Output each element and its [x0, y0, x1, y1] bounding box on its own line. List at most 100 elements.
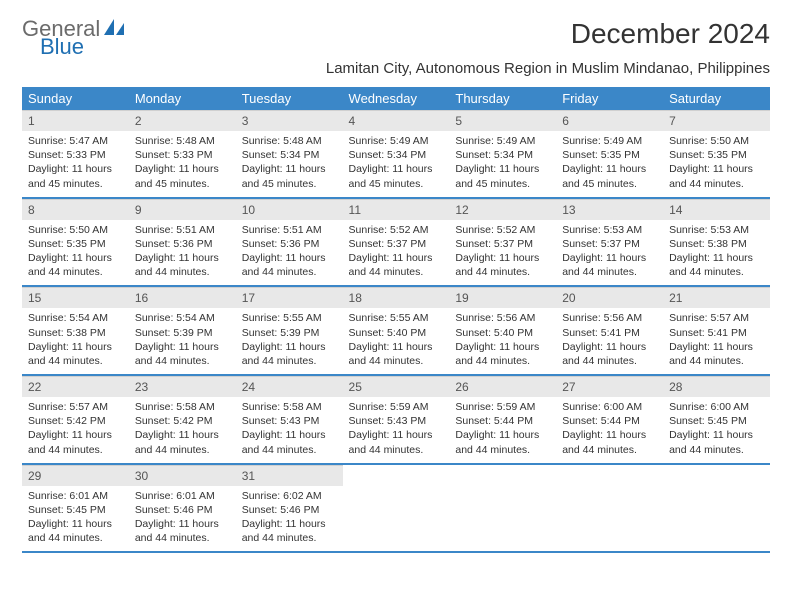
calendar-day-cell: 10Sunrise: 5:51 AMSunset: 5:36 PMDayligh…	[236, 198, 343, 287]
day-data: Sunrise: 5:54 AMSunset: 5:39 PMDaylight:…	[129, 308, 236, 374]
day-data: Sunrise: 5:58 AMSunset: 5:43 PMDaylight:…	[236, 397, 343, 463]
day-number: 25	[343, 376, 450, 397]
calendar-week-row: 15Sunrise: 5:54 AMSunset: 5:38 PMDayligh…	[22, 286, 770, 375]
calendar-day-cell: 25Sunrise: 5:59 AMSunset: 5:43 PMDayligh…	[343, 375, 450, 464]
day-number: 15	[22, 287, 129, 308]
calendar-day-cell: 5Sunrise: 5:49 AMSunset: 5:34 PMDaylight…	[449, 110, 556, 198]
day-data: Sunrise: 5:50 AMSunset: 5:35 PMDaylight:…	[22, 220, 129, 286]
day-number: 22	[22, 376, 129, 397]
calendar-day-cell: 11Sunrise: 5:52 AMSunset: 5:37 PMDayligh…	[343, 198, 450, 287]
calendar-day-cell: 27Sunrise: 6:00 AMSunset: 5:44 PMDayligh…	[556, 375, 663, 464]
calendar-day-cell: 20Sunrise: 5:56 AMSunset: 5:41 PMDayligh…	[556, 286, 663, 375]
calendar-day-cell: 28Sunrise: 6:00 AMSunset: 5:45 PMDayligh…	[663, 375, 770, 464]
weekday-header-row: SundayMondayTuesdayWednesdayThursdayFrid…	[22, 87, 770, 110]
day-number: 28	[663, 376, 770, 397]
day-number: 29	[22, 465, 129, 486]
day-number: 6	[556, 110, 663, 131]
calendar-day-cell: 14Sunrise: 5:53 AMSunset: 5:38 PMDayligh…	[663, 198, 770, 287]
calendar-day-cell: ..	[663, 464, 770, 553]
day-number: 4	[343, 110, 450, 131]
calendar-day-cell: 30Sunrise: 6:01 AMSunset: 5:46 PMDayligh…	[129, 464, 236, 553]
logo-sail-icon	[104, 19, 126, 39]
calendar-week-row: 22Sunrise: 5:57 AMSunset: 5:42 PMDayligh…	[22, 375, 770, 464]
day-number: 26	[449, 376, 556, 397]
day-number: 9	[129, 199, 236, 220]
day-number: 21	[663, 287, 770, 308]
calendar-day-cell: 24Sunrise: 5:58 AMSunset: 5:43 PMDayligh…	[236, 375, 343, 464]
calendar-day-cell: 17Sunrise: 5:55 AMSunset: 5:39 PMDayligh…	[236, 286, 343, 375]
weekday-header: Wednesday	[343, 87, 450, 110]
calendar-day-cell: 12Sunrise: 5:52 AMSunset: 5:37 PMDayligh…	[449, 198, 556, 287]
day-data: Sunrise: 5:50 AMSunset: 5:35 PMDaylight:…	[663, 131, 770, 197]
day-data: Sunrise: 5:48 AMSunset: 5:33 PMDaylight:…	[129, 131, 236, 197]
day-data: Sunrise: 5:59 AMSunset: 5:43 PMDaylight:…	[343, 397, 450, 463]
calendar-day-cell: 22Sunrise: 5:57 AMSunset: 5:42 PMDayligh…	[22, 375, 129, 464]
calendar-day-cell: 16Sunrise: 5:54 AMSunset: 5:39 PMDayligh…	[129, 286, 236, 375]
day-data: Sunrise: 5:58 AMSunset: 5:42 PMDaylight:…	[129, 397, 236, 463]
calendar-day-cell: 6Sunrise: 5:49 AMSunset: 5:35 PMDaylight…	[556, 110, 663, 198]
day-number: 13	[556, 199, 663, 220]
day-data: Sunrise: 5:49 AMSunset: 5:34 PMDaylight:…	[343, 131, 450, 197]
calendar-day-cell: 4Sunrise: 5:49 AMSunset: 5:34 PMDaylight…	[343, 110, 450, 198]
day-data: Sunrise: 5:51 AMSunset: 5:36 PMDaylight:…	[236, 220, 343, 286]
weekday-header: Tuesday	[236, 87, 343, 110]
calendar-day-cell: 19Sunrise: 5:56 AMSunset: 5:40 PMDayligh…	[449, 286, 556, 375]
calendar-body: 1Sunrise: 5:47 AMSunset: 5:33 PMDaylight…	[22, 110, 770, 552]
calendar-day-cell: ..	[449, 464, 556, 553]
day-data: Sunrise: 5:49 AMSunset: 5:35 PMDaylight:…	[556, 131, 663, 197]
day-data: Sunrise: 5:48 AMSunset: 5:34 PMDaylight:…	[236, 131, 343, 197]
day-data: Sunrise: 5:52 AMSunset: 5:37 PMDaylight:…	[449, 220, 556, 286]
day-data: Sunrise: 6:00 AMSunset: 5:45 PMDaylight:…	[663, 397, 770, 463]
day-number: 23	[129, 376, 236, 397]
calendar-day-cell: 29Sunrise: 6:01 AMSunset: 5:45 PMDayligh…	[22, 464, 129, 553]
calendar-week-row: 8Sunrise: 5:50 AMSunset: 5:35 PMDaylight…	[22, 198, 770, 287]
weekday-header: Friday	[556, 87, 663, 110]
day-number: 30	[129, 465, 236, 486]
day-number: 1	[22, 110, 129, 131]
weekday-header: Thursday	[449, 87, 556, 110]
day-data: Sunrise: 5:55 AMSunset: 5:40 PMDaylight:…	[343, 308, 450, 374]
calendar-day-cell: 31Sunrise: 6:02 AMSunset: 5:46 PMDayligh…	[236, 464, 343, 553]
calendar-day-cell: 7Sunrise: 5:50 AMSunset: 5:35 PMDaylight…	[663, 110, 770, 198]
day-data: Sunrise: 6:01 AMSunset: 5:45 PMDaylight:…	[22, 486, 129, 552]
day-number: 19	[449, 287, 556, 308]
day-data: Sunrise: 6:00 AMSunset: 5:44 PMDaylight:…	[556, 397, 663, 463]
calendar-day-cell: 23Sunrise: 5:58 AMSunset: 5:42 PMDayligh…	[129, 375, 236, 464]
calendar-day-cell: 2Sunrise: 5:48 AMSunset: 5:33 PMDaylight…	[129, 110, 236, 198]
day-number: 27	[556, 376, 663, 397]
calendar-day-cell: 8Sunrise: 5:50 AMSunset: 5:35 PMDaylight…	[22, 198, 129, 287]
day-number: 3	[236, 110, 343, 131]
logo-text-blue: Blue	[40, 36, 84, 58]
day-data: Sunrise: 5:49 AMSunset: 5:34 PMDaylight:…	[449, 131, 556, 197]
day-data: Sunrise: 6:02 AMSunset: 5:46 PMDaylight:…	[236, 486, 343, 552]
calendar-day-cell: 1Sunrise: 5:47 AMSunset: 5:33 PMDaylight…	[22, 110, 129, 198]
weekday-header: Monday	[129, 87, 236, 110]
calendar-day-cell: 15Sunrise: 5:54 AMSunset: 5:38 PMDayligh…	[22, 286, 129, 375]
day-number: 11	[343, 199, 450, 220]
location-subtitle: Lamitan City, Autonomous Region in Musli…	[22, 60, 770, 77]
day-number: 16	[129, 287, 236, 308]
day-number: 10	[236, 199, 343, 220]
weekday-header: Saturday	[663, 87, 770, 110]
page-title: December 2024	[571, 18, 770, 50]
calendar-week-row: 1Sunrise: 5:47 AMSunset: 5:33 PMDaylight…	[22, 110, 770, 198]
calendar-day-cell: 3Sunrise: 5:48 AMSunset: 5:34 PMDaylight…	[236, 110, 343, 198]
day-data: Sunrise: 5:54 AMSunset: 5:38 PMDaylight:…	[22, 308, 129, 374]
calendar-day-cell: 9Sunrise: 5:51 AMSunset: 5:36 PMDaylight…	[129, 198, 236, 287]
day-number: 31	[236, 465, 343, 486]
calendar-week-row: 29Sunrise: 6:01 AMSunset: 5:45 PMDayligh…	[22, 464, 770, 553]
day-data: Sunrise: 5:57 AMSunset: 5:41 PMDaylight:…	[663, 308, 770, 374]
weekday-header: Sunday	[22, 87, 129, 110]
day-number: 14	[663, 199, 770, 220]
calendar-day-cell: 18Sunrise: 5:55 AMSunset: 5:40 PMDayligh…	[343, 286, 450, 375]
day-number: 8	[22, 199, 129, 220]
day-number: 17	[236, 287, 343, 308]
calendar-day-cell: 13Sunrise: 5:53 AMSunset: 5:37 PMDayligh…	[556, 198, 663, 287]
day-number: 20	[556, 287, 663, 308]
calendar-day-cell: 26Sunrise: 5:59 AMSunset: 5:44 PMDayligh…	[449, 375, 556, 464]
day-data: Sunrise: 5:55 AMSunset: 5:39 PMDaylight:…	[236, 308, 343, 374]
calendar-day-cell: ..	[556, 464, 663, 553]
day-data: Sunrise: 5:56 AMSunset: 5:41 PMDaylight:…	[556, 308, 663, 374]
calendar-day-cell: 21Sunrise: 5:57 AMSunset: 5:41 PMDayligh…	[663, 286, 770, 375]
day-number: 18	[343, 287, 450, 308]
